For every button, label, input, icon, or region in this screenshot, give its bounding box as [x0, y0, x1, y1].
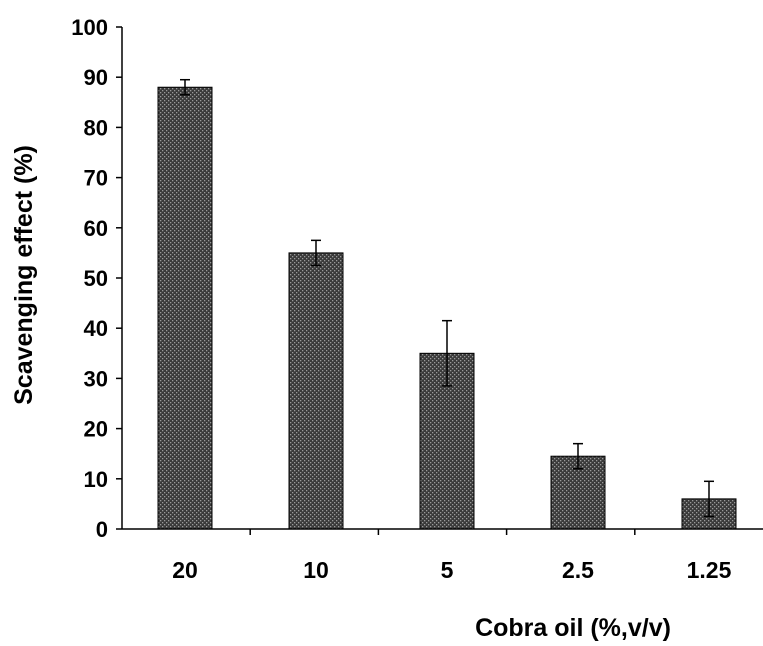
x-tick-label: 20 [172, 557, 198, 583]
bar [288, 252, 344, 530]
tick-labels-layer: 20 10 5 2.5 1.25 0 10 20 30 40 50 60 70 80 90 100 [71, 15, 731, 583]
x-tick-label: 5 [441, 557, 454, 583]
y-tick-label: 90 [84, 65, 108, 90]
y-tick-label: 0 [96, 517, 108, 542]
x-tick-label: 10 [303, 557, 329, 583]
y-tick-label: 80 [84, 115, 108, 140]
y-tick-label: 30 [84, 366, 108, 391]
y-tick-label: 40 [84, 316, 108, 341]
y-tick-label: 20 [84, 417, 108, 442]
x-axis-title: Cobra oil (%,v/v) [475, 614, 671, 641]
x-tick-label: 2.5 [562, 557, 594, 583]
bars-layer [157, 86, 737, 530]
error-bars-layer [180, 78, 714, 518]
y-tick-label: 60 [84, 216, 108, 241]
x-tick-label: 1.25 [687, 557, 732, 583]
bar [157, 86, 213, 530]
y-tick-label: 70 [84, 166, 108, 191]
y-axis-title: Scavenging effect (%) [10, 145, 38, 405]
axes-layer [116, 26, 763, 535]
y-tick-label: 10 [84, 467, 108, 492]
y-tick-label: 100 [71, 15, 108, 40]
y-tick-label: 50 [84, 266, 108, 291]
